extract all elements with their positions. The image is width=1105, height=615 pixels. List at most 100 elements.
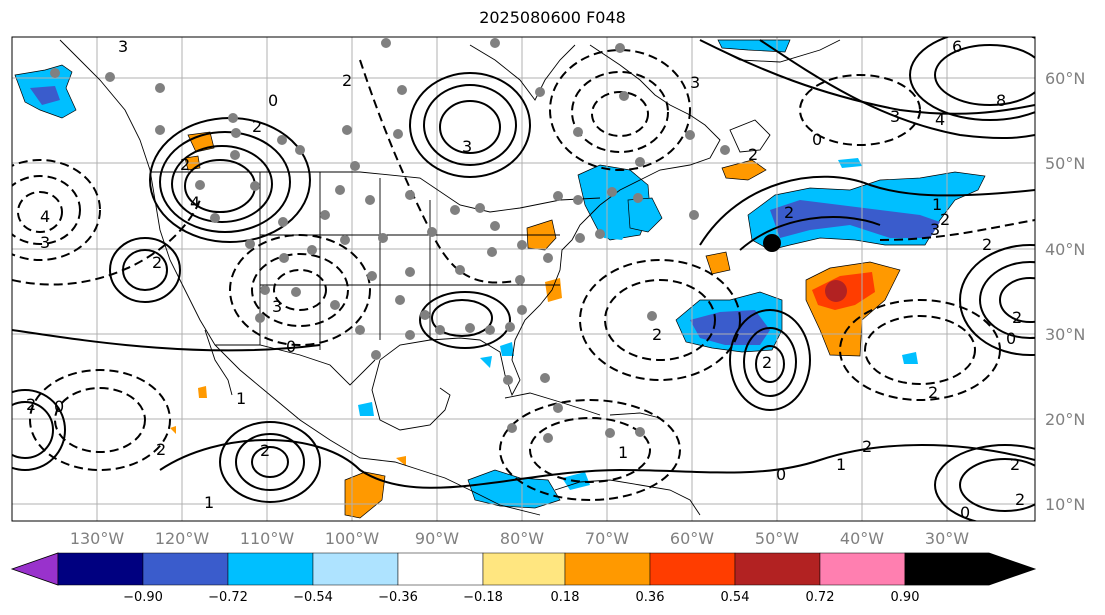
station-dot xyxy=(277,135,287,145)
clabel: 2 xyxy=(652,325,662,344)
contour-labels: 3 2 0 2 3 6 8 3 4 2 4 2 3 4 3 0 2 3 2 1 … xyxy=(26,37,1025,522)
lon-label: 30°W xyxy=(925,529,969,548)
station-dot xyxy=(397,85,407,95)
colorbar-tick-label: 0.54 xyxy=(721,590,750,605)
clabel: 2 xyxy=(260,441,270,460)
colorbar-segment xyxy=(312,552,399,586)
station-dot xyxy=(231,128,241,138)
contour-us-low xyxy=(229,234,371,346)
contour-e-atl-1 xyxy=(959,244,1035,356)
contour-e-atl-3 xyxy=(999,277,1035,323)
station-dot xyxy=(619,91,629,101)
map-border xyxy=(11,36,1036,522)
lon-label: 80°W xyxy=(500,529,544,548)
colorbar-segment xyxy=(564,552,651,586)
lat-label: 20°N xyxy=(1045,410,1085,429)
station-dot xyxy=(455,265,465,275)
lon-label: 40°W xyxy=(840,529,884,548)
station-dot xyxy=(720,145,730,155)
station-dot xyxy=(635,427,645,437)
station-dot xyxy=(367,271,377,281)
colorbar-segment xyxy=(397,552,484,586)
station-dot xyxy=(420,310,430,320)
shade-small-orange-atl xyxy=(705,251,731,275)
station-dot xyxy=(647,311,657,321)
station-dot xyxy=(615,43,625,53)
station-dot xyxy=(553,191,563,201)
lon-label: 50°W xyxy=(755,529,799,548)
coast-gulf xyxy=(379,204,601,397)
shade-newengland-2 xyxy=(596,214,632,240)
lat-label: 60°N xyxy=(1045,69,1085,88)
clabel: 2 xyxy=(26,395,36,414)
contour-qc-low xyxy=(549,49,691,171)
lon-axis: 130°W 120°W 110°W 100°W 90°W 80°W 70°W 6… xyxy=(70,529,969,548)
contour-pac-35n xyxy=(109,237,181,303)
contour-north-band-2 xyxy=(759,39,1035,140)
clabel: 1 xyxy=(204,493,214,512)
station-dot xyxy=(195,180,205,190)
clabel: 0 xyxy=(960,503,970,522)
contour-sw-2 xyxy=(12,401,54,459)
coast-newfoundland xyxy=(729,119,771,153)
contour-sw-pac-2 xyxy=(54,387,146,453)
contour-dash-line-1 xyxy=(12,199,201,286)
station-dot xyxy=(535,87,545,97)
border-us-canada xyxy=(150,171,601,213)
station-dot xyxy=(355,325,365,335)
contour-dash-line-3 xyxy=(879,219,1035,241)
station-dot xyxy=(507,423,517,433)
colorbar-tick-label: −0.36 xyxy=(378,590,418,605)
lat-label: 10°N xyxy=(1045,495,1085,514)
clabel: 3 xyxy=(890,107,900,126)
clabel: 4 xyxy=(935,110,945,129)
contour-carib-low-2 xyxy=(529,417,651,483)
clabel: 0 xyxy=(776,465,786,484)
station-dot xyxy=(543,253,553,263)
colorbar-tick-label: −0.18 xyxy=(463,590,503,605)
station-dot xyxy=(605,428,615,438)
station-dot xyxy=(435,325,445,335)
station-dot xyxy=(279,253,289,263)
station-dot xyxy=(365,195,375,205)
station-dot xyxy=(260,285,270,295)
station-dot xyxy=(340,235,350,245)
station-markers xyxy=(50,38,730,443)
lat-label: 30°N xyxy=(1045,325,1085,344)
contour-e-atl-low xyxy=(839,299,1001,401)
border-us-mexico xyxy=(215,344,376,386)
lon-label: 90°W xyxy=(415,529,459,548)
clabel: 3 xyxy=(118,37,128,56)
colorbar-segment xyxy=(649,552,736,586)
station-dot xyxy=(378,233,388,243)
station-dot xyxy=(595,229,605,239)
lat-label: 50°N xyxy=(1045,154,1085,173)
coast-hispaniola xyxy=(609,412,661,419)
contour-us-low-2 xyxy=(251,253,349,327)
coast-yucatan xyxy=(371,359,451,431)
colorbar-tick-label: −0.90 xyxy=(123,590,163,605)
station-dot xyxy=(517,240,527,250)
coast-cuba xyxy=(504,392,601,416)
contour-hudson-1 xyxy=(409,72,531,178)
clabel: 2 xyxy=(982,235,992,254)
shade-nc-orange xyxy=(545,278,562,302)
station-dot xyxy=(228,113,238,123)
contour-mex-2 xyxy=(235,433,305,491)
coast-canada-east xyxy=(589,44,721,206)
contour-trop-1 xyxy=(159,439,1035,489)
clabel: 2 xyxy=(152,253,162,272)
clabel: 3 xyxy=(462,137,472,156)
coast-south-am xyxy=(554,479,701,516)
contour-us-low-3 xyxy=(273,269,327,311)
clabel: 0 xyxy=(268,91,278,110)
clabel: 2 xyxy=(784,203,794,222)
station-dot xyxy=(573,127,583,137)
clabel: 2 xyxy=(180,155,190,174)
colorbar-extend-right xyxy=(904,552,1037,586)
station-dot xyxy=(503,375,513,385)
station-dot xyxy=(543,433,553,443)
shade-nw-coast-core xyxy=(30,86,60,105)
contour-carib-low xyxy=(499,399,681,501)
lon-label: 70°W xyxy=(585,529,629,548)
